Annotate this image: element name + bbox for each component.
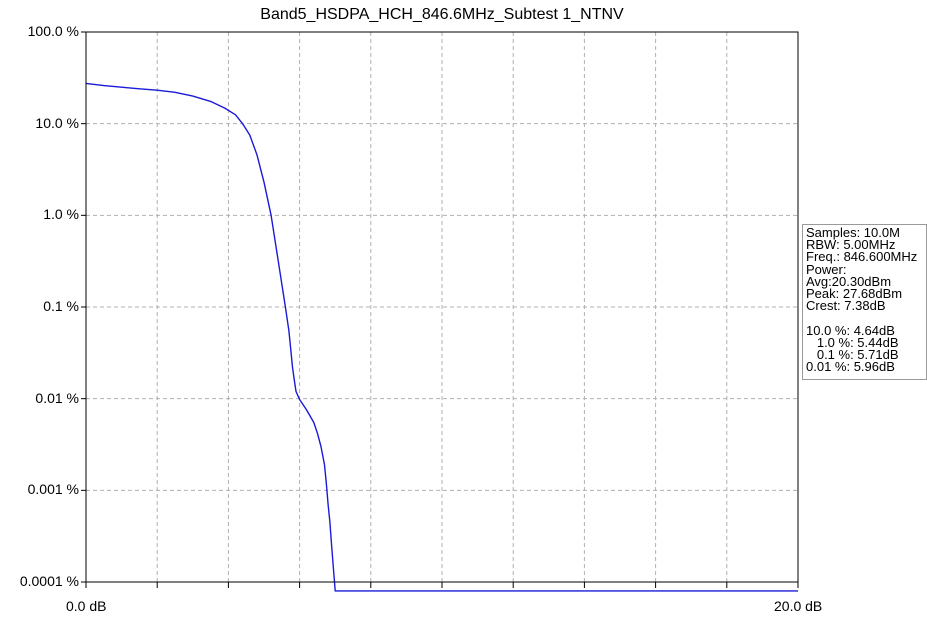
stats-line: RBW: 5.00MHz — [806, 237, 896, 253]
x-tick-label: 20.0 dB — [774, 598, 823, 614]
y-tick-label: 0.01 % — [35, 389, 79, 406]
y-tick-label: 10.0 % — [35, 114, 79, 131]
stats-line: 1.0 %: 5.44dB — [806, 334, 899, 350]
y-tick-label: 1.0 % — [43, 206, 79, 223]
statistics-box: Samples: 10.0M RBW: 5.00MHz Freq.: 846.600… — [802, 224, 927, 380]
stats-line: 0.1 %: 5.71dB — [806, 347, 899, 363]
ccdf-series-line — [85, 82, 798, 592]
stats-line: Avg:20.30dBm — [806, 273, 892, 289]
stats-line: Crest: 7.38dB — [806, 298, 886, 314]
stats-line: Peak: 27.68dBm — [806, 286, 903, 302]
plot-frame — [85, 31, 799, 583]
stats-line: 10.0 %: 4.64dB — [806, 322, 895, 338]
stats-line: Power: — [806, 261, 847, 277]
y-tick-label: 0.0001 % — [19, 573, 79, 589]
y-tick-label: 0.001 % — [27, 481, 79, 498]
chart-title: Band5_HSDPA_HCH_846.6MHz_Subtest 1_NTNV — [260, 6, 624, 23]
y-tick-label: 0.1 % — [43, 298, 79, 314]
y-tick-label: 100.0 % — [27, 23, 79, 39]
stats-line: Samples: 10.0M — [806, 225, 900, 240]
x-tick-label: 0.0 dB — [66, 598, 107, 614]
stats-line: Freq.: 846.600MHz — [806, 249, 918, 265]
stats-line: 0.01 %: 5.96dB — [806, 359, 895, 375]
